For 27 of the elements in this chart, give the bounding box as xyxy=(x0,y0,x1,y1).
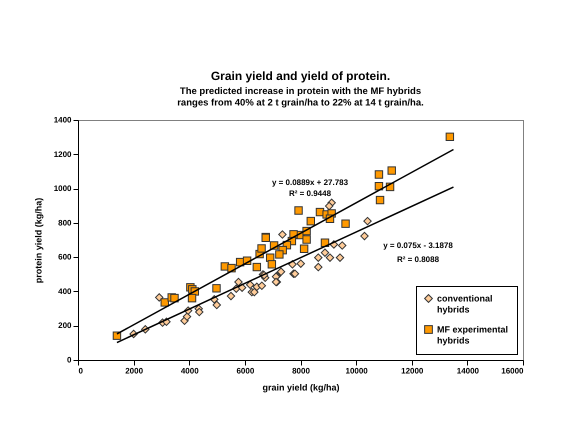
y-tick-label: 800 xyxy=(58,218,72,228)
x-tick-label: 14000 xyxy=(456,366,480,376)
y-tick-label: 200 xyxy=(58,321,72,330)
y-tick-label: 400 xyxy=(58,286,72,296)
x-tick-label: 4000 xyxy=(180,366,200,376)
y-tick-label: 1200 xyxy=(54,150,72,159)
x-tick-label: 8000 xyxy=(292,366,310,376)
x-tick-label: 10000 xyxy=(346,366,368,376)
y-axis-title: protein yield (kg/ha) xyxy=(34,198,44,284)
legend-label: conventional hybrids xyxy=(437,294,493,314)
annotation: y = 0.075x - 3.1878 xyxy=(383,241,454,250)
x-tick-label: 16000 xyxy=(501,366,524,376)
legend-label: MF experimental hybrids xyxy=(437,324,508,346)
y-tick-label: 600 xyxy=(58,252,72,262)
annotation: R² = 0.9448 xyxy=(288,189,332,198)
x-tick-label: 0 xyxy=(78,366,84,376)
y-tick-label: 1000 xyxy=(54,184,72,194)
annotation: y = 0.0889x + 27.783 xyxy=(272,178,349,187)
x-axis-title: grain yield (kg/ha) xyxy=(262,382,340,392)
y-tick-label: 0 xyxy=(67,356,72,364)
x-tick-label: 12000 xyxy=(401,366,424,376)
x-tick-label: 2000 xyxy=(125,366,144,376)
y-tick-label: 1400 xyxy=(54,116,72,124)
chart-subtitle: The predicted increase in protein with the MF hybrids ranges from 40% at 2 t grain/ha to 22% at 14 t grain/ha. xyxy=(177,86,424,108)
annotation: R² = 0.8088 xyxy=(396,255,440,264)
x-tick-label: 6000 xyxy=(236,366,255,376)
chart-title: Grain yield and yield of protein. xyxy=(210,69,390,83)
